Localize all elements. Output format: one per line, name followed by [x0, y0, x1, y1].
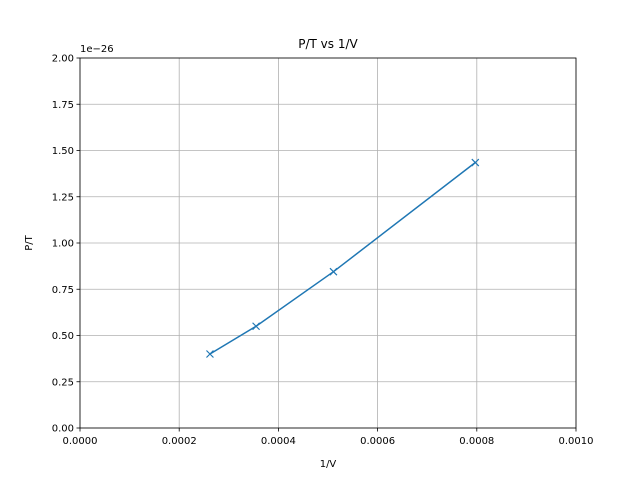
y-axis-offset-label: 1e−26 [80, 44, 114, 55]
data-point-marker [329, 267, 338, 276]
y-axis-ticks: 0.00 0.25 0.50 0.75 1.00 1.25 1.50 1.75 2.00 [52, 54, 80, 435]
x-tick-label: 0.0000 [63, 436, 98, 447]
y-tick-label: 0.00 [52, 424, 74, 435]
y-tick-label: 1.50 [52, 146, 74, 157]
x-tick-label: 0.0004 [261, 436, 296, 447]
x-tick-label: 0.0002 [162, 436, 197, 447]
data-point-marker [252, 322, 261, 331]
data-point-marker [471, 158, 480, 167]
y-tick-label: 2.00 [52, 54, 74, 65]
series-layer [206, 158, 480, 358]
chart-title: P/T vs 1/V [298, 37, 358, 51]
y-tick-label: 1.75 [52, 100, 74, 111]
data-point-marker [206, 350, 214, 358]
y-tick-label: 1.00 [52, 239, 74, 250]
y-tick-label: 0.25 [52, 377, 74, 388]
x-tick-label: 0.0008 [459, 436, 494, 447]
x-tick-label: 0.0010 [559, 436, 594, 447]
x-axis-label: 1/V [320, 459, 337, 470]
y-tick-label: 1.25 [52, 192, 74, 203]
series-line [209, 161, 476, 355]
y-tick-label: 0.50 [52, 331, 74, 342]
y-axis-label: P/T [24, 234, 35, 250]
x-axis-ticks: 0.0000 0.0002 0.0004 0.0006 0.0008 0.0010 [63, 428, 594, 447]
y-tick-label: 0.75 [52, 285, 74, 296]
x-tick-label: 0.0006 [360, 436, 395, 447]
